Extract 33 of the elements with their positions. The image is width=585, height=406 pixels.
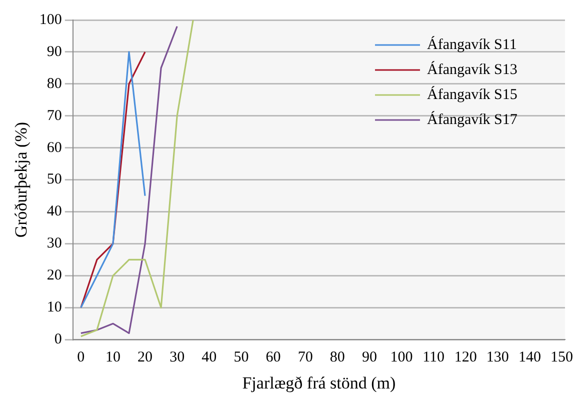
x-tick-label: 20 — [138, 350, 153, 366]
y-tick-label: 60 — [46, 140, 62, 156]
x-tick-label: 10 — [105, 350, 120, 366]
x-tick-label: 150 — [550, 350, 574, 366]
x-tick-label: 110 — [422, 350, 445, 366]
y-tick-label: 50 — [46, 172, 62, 188]
x-tick-label: 30 — [170, 350, 185, 366]
legend-label: Áfangavík S11 — [427, 36, 517, 53]
y-tick-label: 30 — [46, 236, 62, 252]
x-tick-label: 100 — [390, 350, 413, 366]
y-tick-label: 40 — [46, 204, 62, 220]
y-tick-label: 0 — [54, 332, 62, 348]
y-tick-label: 70 — [46, 108, 62, 124]
x-tick-label: 50 — [234, 350, 249, 366]
x-tick-label: 40 — [202, 350, 217, 366]
y-tick-label: 80 — [46, 76, 62, 92]
x-tick-label: 0 — [77, 350, 85, 366]
x-tick-label: 80 — [330, 350, 345, 366]
x-tick-label: 130 — [486, 350, 509, 366]
x-tick-label: 70 — [298, 350, 313, 366]
y-tick-label: 20 — [46, 268, 62, 284]
x-axis-title: Fjarlægð frá stönd (m) — [242, 373, 396, 392]
y-tick-label: 90 — [46, 44, 62, 60]
y-tick-label: 100 — [39, 12, 62, 28]
y-tick-label: 10 — [46, 300, 62, 316]
x-tick-label: 60 — [266, 350, 281, 366]
legend-label: Áfangavík S17 — [427, 110, 518, 128]
y-axis-title: Gróðurþekja (%) — [12, 122, 31, 238]
x-tick-label: 140 — [518, 350, 541, 366]
legend-label: Áfangavík S15 — [427, 86, 518, 103]
x-tick-label: 90 — [362, 350, 377, 366]
legend-label: Áfangavík S13 — [427, 60, 518, 78]
x-tick-label: 120 — [454, 350, 477, 366]
